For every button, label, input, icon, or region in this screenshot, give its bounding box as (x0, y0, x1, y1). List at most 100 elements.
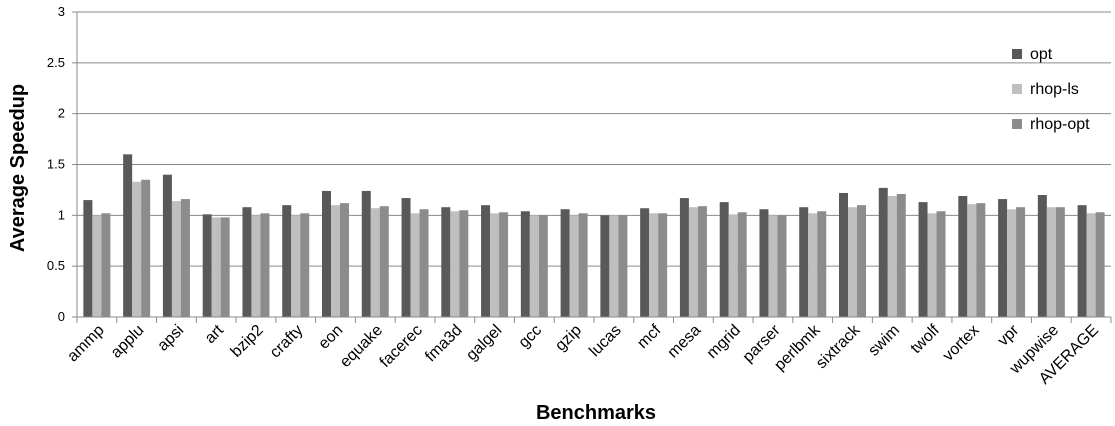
y-tick-label: 0 (58, 309, 65, 324)
x-tick-label: gzip (552, 322, 585, 355)
bar-rhop-opt-eon (340, 203, 349, 317)
x-tick-label: equake (337, 322, 386, 371)
bar-opt-swim (878, 187, 888, 317)
bar-rhop-opt-swim (896, 193, 906, 317)
bar-rhop-ls-apsi (171, 201, 181, 317)
bar-opt-applu (123, 154, 133, 317)
x-tick-label: eon (315, 322, 346, 353)
x-tick-label: applu (108, 322, 148, 362)
bar-opt-ammp (83, 200, 93, 317)
x-tick-label: twolf (908, 321, 944, 357)
bar-opt-AVERAGE (1077, 205, 1087, 317)
bar-opt-gcc (520, 211, 530, 317)
bar-opt-art (202, 214, 212, 317)
bar-opt-sixtrack (839, 192, 848, 317)
bar-rhop-ls-galgel (490, 213, 500, 317)
bar-rhop-opt-wupwise (1055, 207, 1065, 317)
x-tick-label: sixtrack (813, 321, 864, 372)
bar-opt-eon (322, 190, 331, 317)
bar-opt-vortex (958, 196, 968, 317)
legend-label-rhop-ls: rhop-ls (1030, 81, 1079, 98)
bar-rhop-opt-art (220, 217, 230, 317)
bar-rhop-opt-twolf (936, 211, 946, 317)
bar-rhop-ls-wupwise (1046, 207, 1056, 317)
bar-rhop-ls-sixtrack (848, 207, 857, 317)
bar-rhop-opt-equake (379, 206, 389, 317)
bar-rhop-opt-mcf (658, 213, 668, 317)
x-tick-label: ammp (64, 322, 108, 366)
x-tick-label: art (202, 321, 228, 347)
x-tick-label: crafty (267, 322, 307, 362)
legend: opt rhop-ls rhop-opt (1012, 46, 1090, 133)
bar-rhop-opt-ammp (101, 213, 111, 317)
bar-rhop-ls-perlbmk (808, 213, 818, 317)
legend-swatch-rhop-opt (1012, 119, 1022, 129)
bar-rhop-opt-sixtrack (857, 205, 866, 317)
gridlines (77, 11, 1111, 267)
x-tick-label: bzip2 (228, 322, 267, 361)
y-tick-label: 1.5 (47, 157, 65, 172)
x-tick-label: lucas (586, 322, 624, 360)
legend-swatch-opt (1012, 49, 1022, 59)
bar-rhop-ls-equake (370, 208, 380, 317)
y-tick-label: 1 (58, 207, 65, 222)
bar-rhop-opt-parser (777, 215, 787, 317)
x-tick-label: apsi (154, 322, 187, 355)
x-tick-labels: ammp applu apsi art bzip2 crafty eonequakeface… (64, 321, 1102, 388)
bar-rhop-opt-gcc (538, 215, 548, 317)
x-tick-label: vortex (940, 322, 983, 365)
bar-rhop-ls-ammp (92, 215, 102, 317)
legend-label-opt: opt (1030, 46, 1053, 63)
x-tick-label: gcc (516, 322, 546, 352)
bar-rhop-ls-vortex (967, 204, 977, 317)
axes (72, 11, 1112, 323)
bar-rhop-ls-applu (132, 181, 142, 317)
x-tick-label: facerec (377, 322, 426, 371)
x-tick-label: vpr (995, 321, 1023, 349)
bar-opt-galgel (481, 205, 491, 317)
bar-rhop-ls-AVERAGE (1086, 213, 1096, 317)
bar-rhop-opt-vpr (1016, 207, 1026, 317)
bar-rhop-ls-bzip2 (251, 215, 261, 317)
y-tick-label: 3 (58, 4, 65, 19)
bar-opt-bzip2 (242, 207, 252, 317)
y-axis-title: Average Speedup (7, 84, 29, 252)
bar-opt-crafty (282, 205, 292, 317)
bar-rhop-opt-facerec (419, 209, 429, 317)
bar-opt-facerec (401, 198, 411, 317)
bar-opt-mesa (679, 198, 689, 317)
legend-swatch-rhop-ls (1012, 84, 1022, 94)
bar-rhop-ls-parser (768, 215, 778, 317)
bar-rhop-ls-crafty (291, 215, 301, 317)
x-tick-label: fma3d (422, 322, 465, 365)
bar-opt-perlbmk (799, 207, 809, 317)
bar-rhop-opt-bzip2 (260, 213, 270, 317)
bar-opt-gzip (560, 209, 570, 317)
bar-rhop-ls-vpr (1007, 209, 1017, 317)
bar-opt-parser (759, 209, 769, 317)
bars (83, 154, 1105, 317)
y-tick-label: 2 (58, 106, 65, 121)
x-tick-label: swim (865, 322, 903, 360)
bar-rhop-opt-lucas (618, 215, 628, 317)
bar-rhop-opt-apsi (180, 199, 190, 317)
bar-rhop-ls-swim (887, 196, 897, 317)
bar-rhop-ls-mesa (688, 207, 698, 317)
y-tick-label: 2.5 (47, 55, 65, 70)
bar-opt-wupwise (1037, 195, 1047, 317)
bar-rhop-opt-fma3d (459, 210, 469, 317)
bar-rhop-ls-twolf (927, 213, 937, 317)
bar-rhop-opt-crafty (300, 213, 310, 317)
bar-rhop-ls-lucas (609, 215, 619, 317)
bar-rhop-opt-applu (141, 179, 151, 317)
y-tick-label: 0.5 (47, 258, 65, 273)
x-axis-title: Benchmarks (536, 402, 656, 424)
bar-rhop-ls-art (211, 217, 221, 317)
bar-rhop-ls-mgrid (728, 214, 738, 317)
bar-opt-vpr (998, 199, 1008, 317)
bar-rhop-ls-gcc (529, 215, 539, 317)
bar-rhop-ls-gzip (569, 215, 579, 317)
bar-rhop-opt-mesa (697, 206, 707, 317)
y-tick-labels: 0 0.5 1 1.5 2 2.5 3 (47, 4, 65, 324)
